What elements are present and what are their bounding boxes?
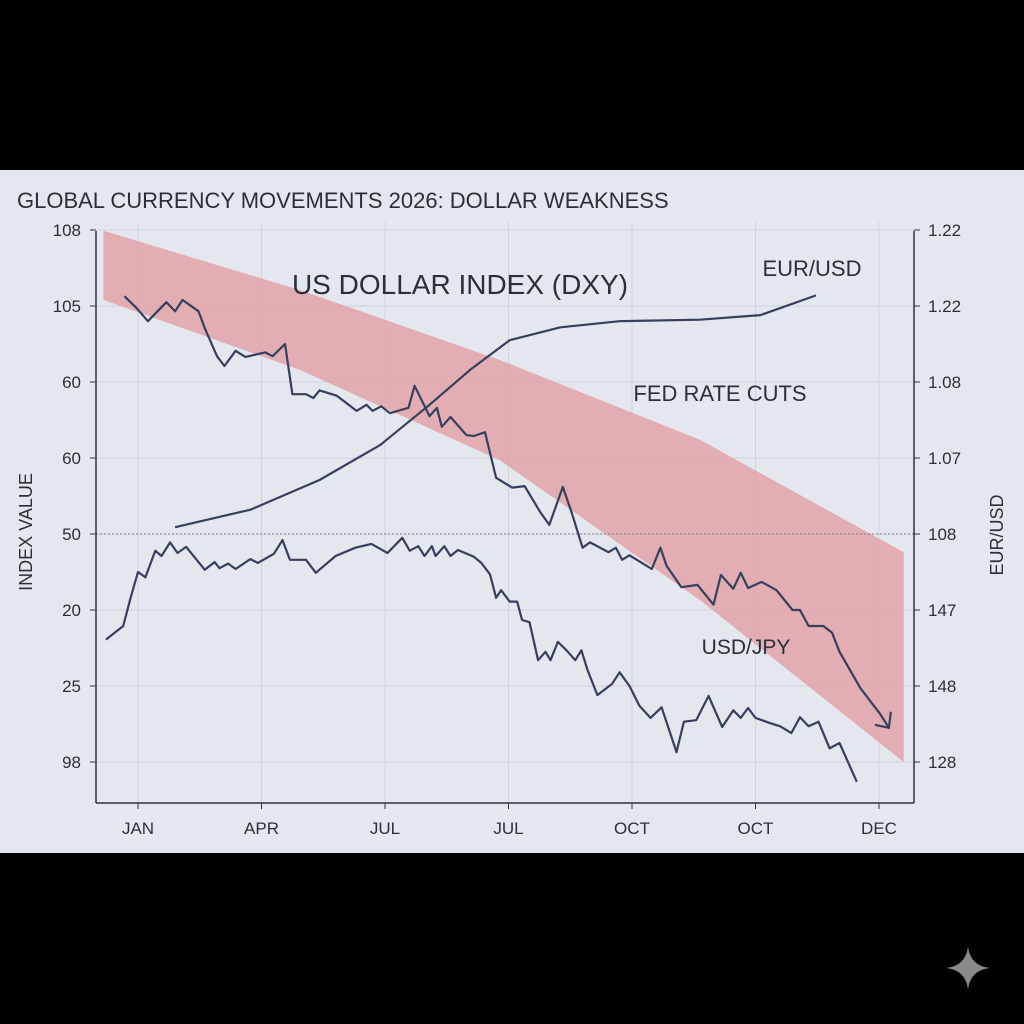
annotation-eurusd: EUR/USD — [762, 256, 861, 281]
annotation-dxy: US DOLLAR INDEX (DXY) — [292, 269, 628, 300]
y-right-tick-label: 148 — [928, 677, 956, 696]
y-tick-label: 60 — [62, 449, 81, 468]
chart-title: GLOBAL CURRENCY MOVEMENTS 2026: DOLLAR W… — [17, 188, 669, 213]
series-group — [105, 294, 892, 783]
series-1 — [174, 294, 817, 529]
y-tick-label: 108 — [53, 221, 81, 240]
annotation-usdjpy: USD/JPY — [702, 636, 791, 659]
tick-labels: JAN APR JUL JUL OCT OCT DEC 98 25 20 50 60 60 105 108 1… — [53, 221, 961, 838]
y-right-tick-label: 1.07 — [928, 449, 961, 468]
y-axis-label: INDEX VALUE — [16, 473, 36, 591]
series-line — [105, 536, 858, 783]
sparkle-icon — [946, 946, 990, 990]
y-tick-label: 25 — [62, 677, 81, 696]
annotation-fed-rate-cuts: FED RATE CUTS — [633, 381, 806, 406]
y-right-tick-label: 1.22 — [928, 221, 961, 240]
series-line — [174, 294, 817, 529]
x-tick-label: OCT — [738, 819, 774, 838]
x-tick-label: JUL — [493, 819, 523, 838]
y-right-tick-label: 128 — [928, 753, 956, 772]
y-right-tick-label: 1.22 — [928, 297, 961, 316]
y-tick-label: 50 — [62, 525, 81, 544]
series-0 — [123, 295, 892, 730]
y-tick-label: 20 — [62, 601, 81, 620]
y-right-axis-label: EUR/USD — [987, 494, 1007, 575]
series-2 — [105, 536, 858, 783]
x-tick-label: APR — [244, 819, 279, 838]
axes — [95, 231, 915, 804]
x-tick-label: DEC — [861, 819, 897, 838]
y-right-tick-label: 1.08 — [928, 373, 961, 392]
y-tick-label: 105 — [53, 297, 81, 316]
fed-rate-cuts-band — [103, 230, 904, 762]
band-area — [103, 230, 904, 762]
x-tick-label: JAN — [122, 819, 154, 838]
y-tick-label: 60 — [62, 373, 81, 392]
x-tick-label: JUL — [370, 819, 400, 838]
y-right-tick-label: 108 — [928, 525, 956, 544]
x-tick-label: OCT — [614, 819, 650, 838]
y-tick-label: 98 — [62, 753, 81, 772]
y-right-tick-label: 147 — [928, 601, 956, 620]
series-line — [123, 295, 890, 729]
arrow-head-icon — [874, 711, 892, 730]
